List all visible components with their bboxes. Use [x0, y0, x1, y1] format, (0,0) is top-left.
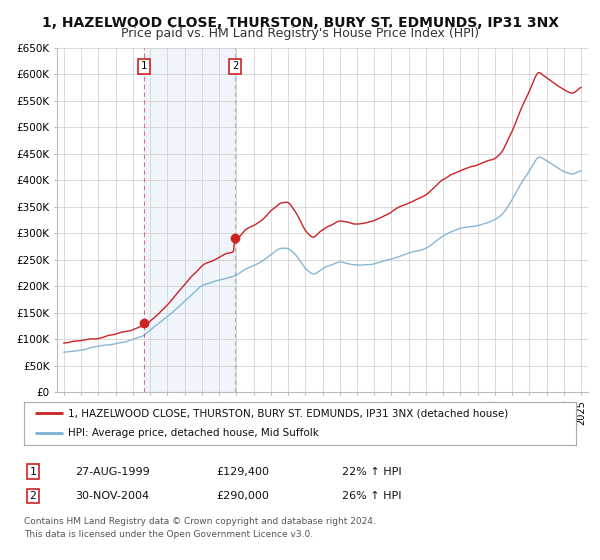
Text: Price paid vs. HM Land Registry's House Price Index (HPI): Price paid vs. HM Land Registry's House … [121, 27, 479, 40]
Text: 1, HAZELWOOD CLOSE, THURSTON, BURY ST. EDMUNDS, IP31 3NX (detached house): 1, HAZELWOOD CLOSE, THURSTON, BURY ST. E… [68, 408, 508, 418]
Text: 27-AUG-1999: 27-AUG-1999 [75, 466, 150, 477]
Bar [144, 48, 235, 392]
Text: 26% ↑ HPI: 26% ↑ HPI [342, 491, 401, 501]
Text: 2: 2 [29, 491, 37, 501]
Text: 30-NOV-2004: 30-NOV-2004 [75, 491, 149, 501]
Text: 1: 1 [29, 466, 37, 477]
Text: 22% ↑ HPI: 22% ↑ HPI [342, 466, 401, 477]
Text: 1, HAZELWOOD CLOSE, THURSTON, BURY ST. EDMUNDS, IP31 3NX: 1, HAZELWOOD CLOSE, THURSTON, BURY ST. E… [41, 16, 559, 30]
Text: HPI: Average price, detached house, Mid Suffolk: HPI: Average price, detached house, Mid … [68, 428, 319, 438]
Text: Contains HM Land Registry data © Crown copyright and database right 2024.: Contains HM Land Registry data © Crown c… [24, 517, 376, 526]
Text: This data is licensed under the Open Government Licence v3.0.: This data is licensed under the Open Gov… [24, 530, 313, 539]
Text: 1: 1 [141, 61, 147, 71]
Text: 2: 2 [232, 61, 238, 71]
Text: £129,400: £129,400 [216, 466, 269, 477]
Text: £290,000: £290,000 [216, 491, 269, 501]
